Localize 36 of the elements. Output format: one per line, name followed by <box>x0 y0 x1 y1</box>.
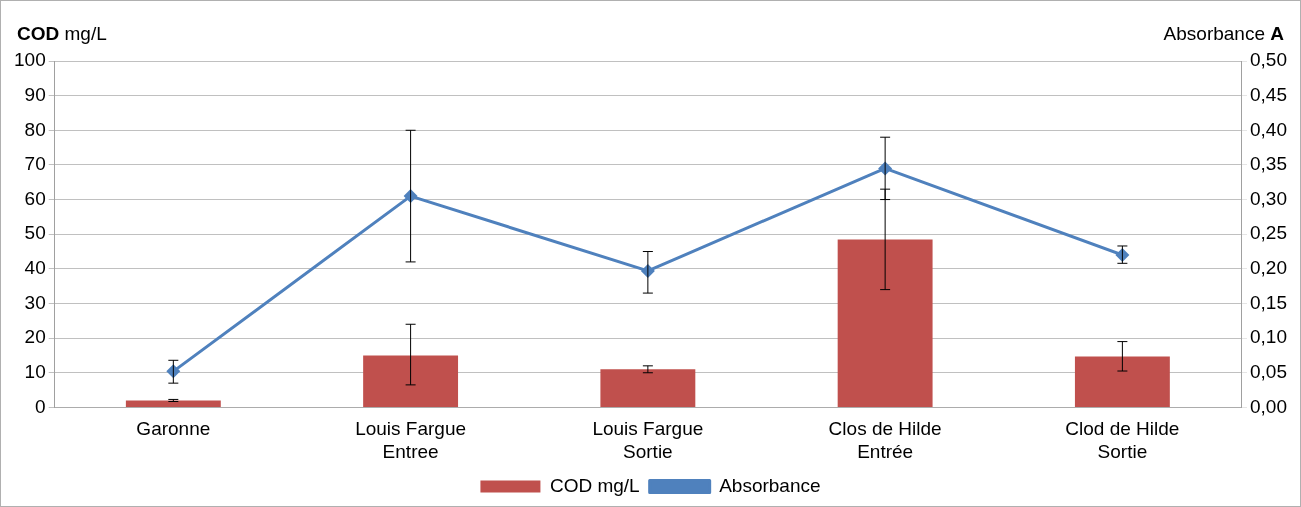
y-axis-title: COD mg/L <box>17 23 107 44</box>
y2-tick-label: 0,00 <box>1250 395 1287 417</box>
legend-label: COD mg/L <box>549 474 640 496</box>
y-tick-label: 0 <box>35 395 46 417</box>
y2-tick-label: 0,10 <box>1250 326 1287 348</box>
y2-tick-label: 0,50 <box>1250 49 1287 71</box>
y2-axis-title: Absorbance A <box>1163 23 1284 44</box>
x-tick-label: Louis Fargue Entree <box>355 418 467 462</box>
x-tick-label: Clos de Hilde Entrée <box>828 418 942 462</box>
x-tick-label: Clod de Hilde Sortie <box>1065 418 1180 462</box>
bar <box>600 369 696 407</box>
y2-tick-label: 0,05 <box>1250 360 1287 382</box>
y-tick-label: 20 <box>24 326 46 348</box>
bar <box>837 239 933 407</box>
y2-tick-label: 0,35 <box>1250 153 1287 175</box>
y2-tick-label: 0,30 <box>1250 187 1287 209</box>
y-tick-label: 100 <box>14 49 46 71</box>
x-tick-label: Louis Fargue Sortie <box>592 418 704 462</box>
y2-tick-label: 0,20 <box>1250 257 1287 279</box>
y-tick-label: 60 <box>24 187 46 209</box>
bar <box>363 355 459 407</box>
legend-label: Absorbance <box>719 474 821 496</box>
y-tick-label: 50 <box>24 222 46 244</box>
y2-tick-label: 0,45 <box>1250 83 1287 105</box>
y-tick-label: 30 <box>24 291 46 313</box>
bar <box>1074 356 1170 407</box>
y-tick-label: 90 <box>24 83 46 105</box>
y-tick-label: 40 <box>24 257 46 279</box>
x-tick-label: Garonne <box>136 418 211 440</box>
y-tick-label: 70 <box>24 153 46 175</box>
y2-tick-label: 0,15 <box>1250 291 1287 313</box>
y-tick-label: 10 <box>24 360 46 382</box>
y-tick-label: 80 <box>24 118 46 140</box>
y2-tick-label: 0,40 <box>1250 118 1287 140</box>
y2-tick-label: 0,25 <box>1250 222 1287 244</box>
bar <box>125 400 221 407</box>
